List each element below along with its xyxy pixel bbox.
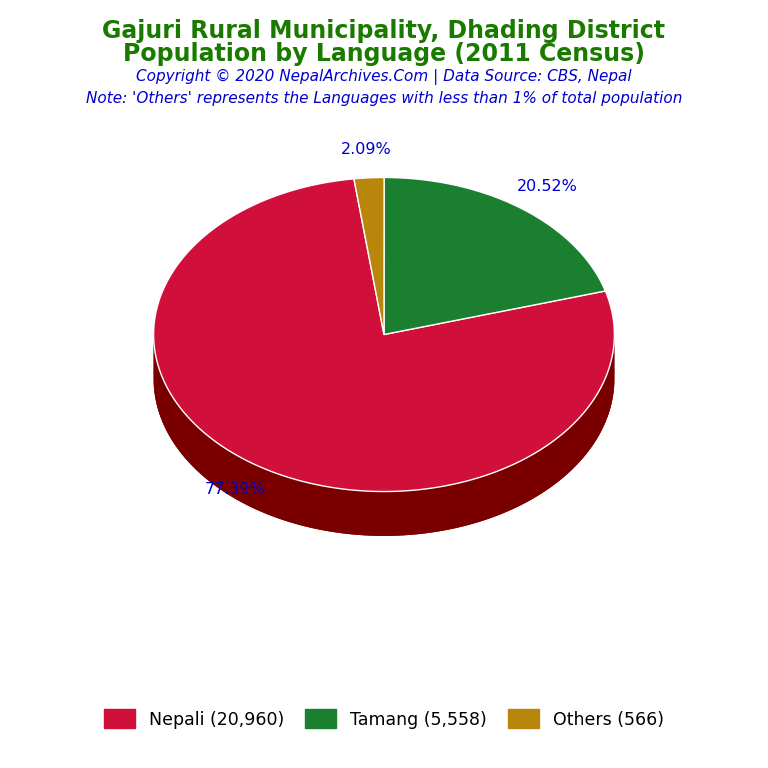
Polygon shape	[154, 336, 614, 536]
Legend: Nepali (20,960), Tamang (5,558), Others (566): Nepali (20,960), Tamang (5,558), Others …	[104, 710, 664, 729]
Text: Gajuri Rural Municipality, Dhading District: Gajuri Rural Municipality, Dhading Distr…	[102, 19, 666, 43]
Text: 2.09%: 2.09%	[341, 142, 392, 157]
Text: Copyright © 2020 NepalArchives.Com | Data Source: CBS, Nepal: Copyright © 2020 NepalArchives.Com | Dat…	[136, 69, 632, 85]
Polygon shape	[154, 335, 614, 536]
Text: Population by Language (2011 Census): Population by Language (2011 Census)	[123, 42, 645, 66]
Polygon shape	[384, 177, 605, 335]
Polygon shape	[154, 179, 614, 492]
Text: 77.39%: 77.39%	[205, 482, 266, 497]
Text: 20.52%: 20.52%	[517, 179, 578, 194]
Polygon shape	[354, 177, 384, 335]
Text: Note: 'Others' represents the Languages with less than 1% of total population: Note: 'Others' represents the Languages …	[86, 91, 682, 106]
